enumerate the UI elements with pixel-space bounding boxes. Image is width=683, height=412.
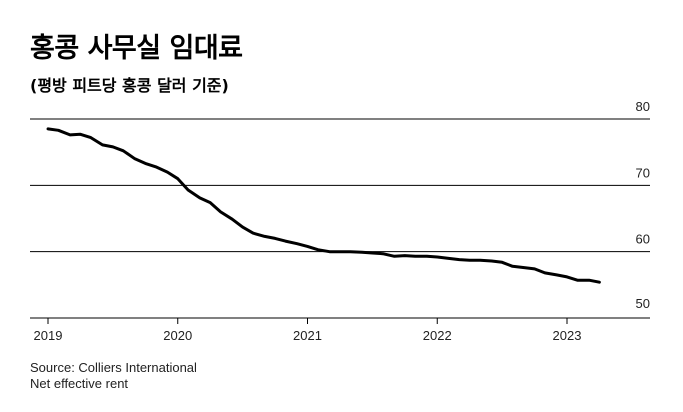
y-tick-label-80: 80 (636, 99, 650, 114)
chart-subtitle: (평방 피트당 홍콩 달러 기준) (30, 76, 229, 95)
x-tick-label-2020: 2020 (163, 328, 192, 343)
x-tick-label-2022: 2022 (423, 328, 452, 343)
chart-title: 홍콩 사무실 임대료 (30, 33, 243, 64)
y-tick-label-50: 50 (636, 296, 650, 311)
metric-note: Net effective rent (30, 376, 129, 391)
source-note: Source: Colliers International (30, 360, 197, 375)
series-line-0 (46, 127, 601, 284)
y-tick-label-60: 60 (636, 232, 650, 247)
x-tick-label-2021: 2021 (293, 328, 322, 343)
chart-footer: Source: Colliers International Net effec… (30, 360, 197, 392)
x-tick-label-2023: 2023 (553, 328, 582, 343)
x-tick-label-2019: 2019 (34, 328, 63, 343)
y-tick-label-70: 70 (636, 165, 650, 180)
